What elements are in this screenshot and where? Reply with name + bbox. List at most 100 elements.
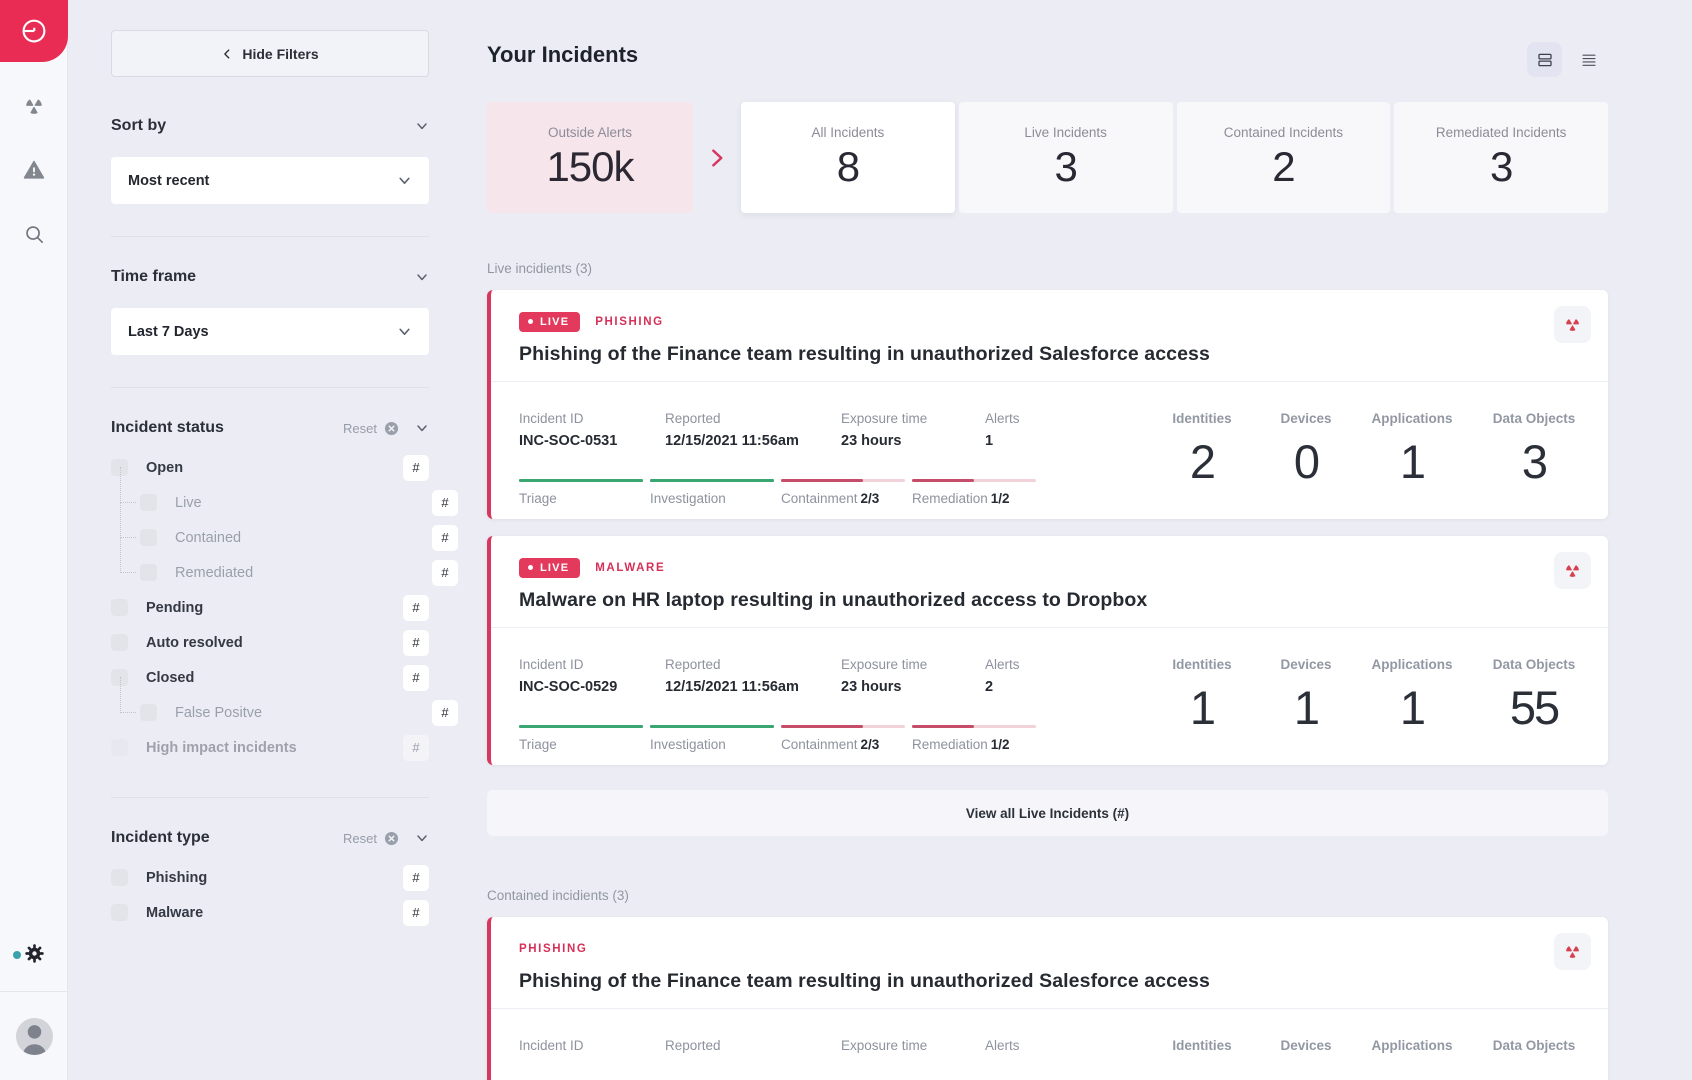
chevron-down-icon[interactable]: [415, 831, 429, 845]
reset-x-icon: [384, 421, 399, 435]
warning-triangle-icon[interactable]: [16, 152, 52, 188]
count-badge: #: [403, 594, 429, 621]
incident-progress: Triage Investigation Containment 2/3: [519, 725, 1075, 752]
metric-value: 55: [1509, 681, 1560, 734]
live-dot-icon: [528, 565, 533, 570]
checkbox[interactable]: [111, 869, 128, 886]
count-badge: #: [432, 699, 458, 726]
search-icon[interactable]: [16, 216, 52, 252]
status-filter-high-impact: High impact incidents #: [111, 730, 429, 765]
checkbox[interactable]: [111, 599, 128, 616]
hide-filters-button[interactable]: Hide Filters: [111, 30, 429, 77]
metric-label: Identities: [1172, 1038, 1232, 1053]
incident-type-label: MALWARE: [595, 561, 666, 574]
checkbox[interactable]: [140, 529, 157, 546]
metric-label: Applications: [1371, 657, 1453, 672]
checkbox[interactable]: [111, 634, 128, 651]
checkbox[interactable]: [111, 459, 128, 476]
progress-label: Triage: [519, 491, 557, 506]
stat-card-live-incidents[interactable]: Live Incidents 3: [958, 102, 1173, 213]
progress-triage: Triage: [519, 479, 643, 506]
status-filter-open[interactable]: Open #: [111, 450, 429, 485]
left-rail: [0, 0, 68, 1080]
notification-dot: [13, 951, 21, 959]
status-reset-button[interactable]: Reset: [343, 421, 399, 436]
filter-label: Closed: [146, 669, 195, 686]
gear-icon[interactable]: [16, 936, 52, 972]
timeframe-section-header[interactable]: Time frame: [111, 268, 429, 286]
progress-fraction: 2/3: [860, 737, 880, 752]
field-label: Incident ID: [519, 411, 584, 426]
stat-value: 3: [1054, 143, 1077, 190]
field-label: Exposure time: [841, 657, 928, 672]
checkbox[interactable]: [140, 564, 157, 581]
chevron-down-icon: [399, 177, 410, 184]
incident-fields: Incident ID INC-SOC-0529 Reported 12/15/20…: [519, 657, 1075, 695]
timeframe-dropdown-value: Last 7 Days: [128, 323, 209, 340]
checkbox[interactable]: [140, 704, 157, 721]
stat-card-contained-incidents[interactable]: Contained Incidents 2: [1176, 102, 1391, 213]
field-label: Exposure time: [841, 1038, 928, 1053]
reset-label: Reset: [343, 830, 377, 846]
incident-card-contained-phishing[interactable]: PHISHING Phishing of the Finance team re…: [487, 917, 1608, 1080]
list-view-toggle[interactable]: [1571, 42, 1606, 77]
field-value: INC-SOC-0531: [519, 433, 618, 449]
timeframe-dropdown[interactable]: Last 7 Days: [111, 308, 429, 355]
chevron-down-icon[interactable]: [415, 421, 429, 435]
incident-trefoil-button[interactable]: [1554, 933, 1591, 970]
sort-section-header[interactable]: Sort by: [111, 117, 429, 135]
stat-value: 3: [1489, 143, 1513, 190]
incident-trefoil-button[interactable]: [1554, 306, 1591, 343]
status-filter-list: Open # Live # Contained # Remediated # P…: [111, 450, 458, 765]
incident-card-live-malware[interactable]: LIVE MALWARE Malware on HR laptop result…: [487, 536, 1608, 765]
stat-card-all-incidents[interactable]: All Incidents 8: [741, 102, 955, 213]
metric-value: 3: [1521, 435, 1548, 488]
brand-logo[interactable]: [0, 0, 68, 62]
rail-nav: [0, 88, 68, 252]
checkbox: [111, 739, 128, 756]
checkbox[interactable]: [111, 669, 128, 686]
progress-containment: Containment 2/3: [781, 479, 905, 506]
card-view-toggle[interactable]: [1527, 42, 1562, 77]
field-label: Reported: [665, 411, 721, 426]
status-filter-live[interactable]: Live #: [120, 467, 458, 520]
stat-card-outside-alerts[interactable]: Outside Alerts 150k: [487, 102, 693, 213]
metric-label: Devices: [1280, 657, 1332, 672]
sort-dropdown[interactable]: Most recent: [111, 157, 429, 204]
incident-trefoil-button[interactable]: [1554, 552, 1591, 589]
metric-label: Applications: [1371, 411, 1453, 426]
user-avatar[interactable]: [15, 1017, 53, 1055]
stat-card-remediated-incidents[interactable]: Remediated Incidents 3: [1394, 102, 1608, 213]
type-reset-button[interactable]: Reset: [343, 831, 399, 846]
filter-panel: Hide Filters Sort by Most recent Time fr…: [111, 30, 458, 930]
checkbox[interactable]: [111, 904, 128, 921]
view-all-live-incidents-button[interactable]: View all Live Incidents (#): [487, 790, 1608, 836]
checkbox[interactable]: [140, 494, 157, 511]
page-title: Your Incidents: [487, 42, 639, 67]
progress-fraction: 1/2: [990, 491, 1010, 506]
status-filter-false-positive[interactable]: False Positve #: [120, 677, 458, 730]
stat-label: Contained Incidents: [1223, 125, 1344, 140]
status-filter-closed[interactable]: Closed #: [111, 660, 429, 695]
trefoil-icon: [1566, 319, 1579, 331]
progress-fraction: 1/2: [990, 737, 1010, 752]
count-badge: #: [403, 899, 429, 926]
live-badge-label: LIVE: [540, 561, 570, 574]
status-filter-remediated[interactable]: Remediated #: [120, 537, 458, 590]
status-filter-contained[interactable]: Contained #: [120, 502, 458, 555]
trefoil-icon: [1566, 946, 1579, 958]
incidents-trefoil-icon[interactable]: [16, 88, 52, 124]
incident-card-live-phishing[interactable]: LIVE PHISHING Phishing of the Finance te…: [487, 290, 1608, 519]
stat-label: Live Incidents: [1024, 125, 1107, 140]
status-filter-auto-resolved[interactable]: Auto resolved #: [111, 625, 429, 660]
type-section-header: Incident type Reset: [111, 829, 429, 847]
progress-investigation: Investigation: [650, 479, 774, 506]
status-filter-pending[interactable]: Pending #: [111, 590, 429, 625]
filter-label: Malware: [146, 904, 204, 921]
type-filter-phishing[interactable]: Phishing #: [111, 860, 429, 895]
progress-remediation: Remediation 1/2: [912, 725, 1036, 752]
filter-label: Remediated: [175, 564, 254, 581]
stats-row: Outside Alerts 150k All Incidents 8 Live…: [487, 102, 1608, 213]
type-filter-malware[interactable]: Malware #: [111, 895, 429, 930]
